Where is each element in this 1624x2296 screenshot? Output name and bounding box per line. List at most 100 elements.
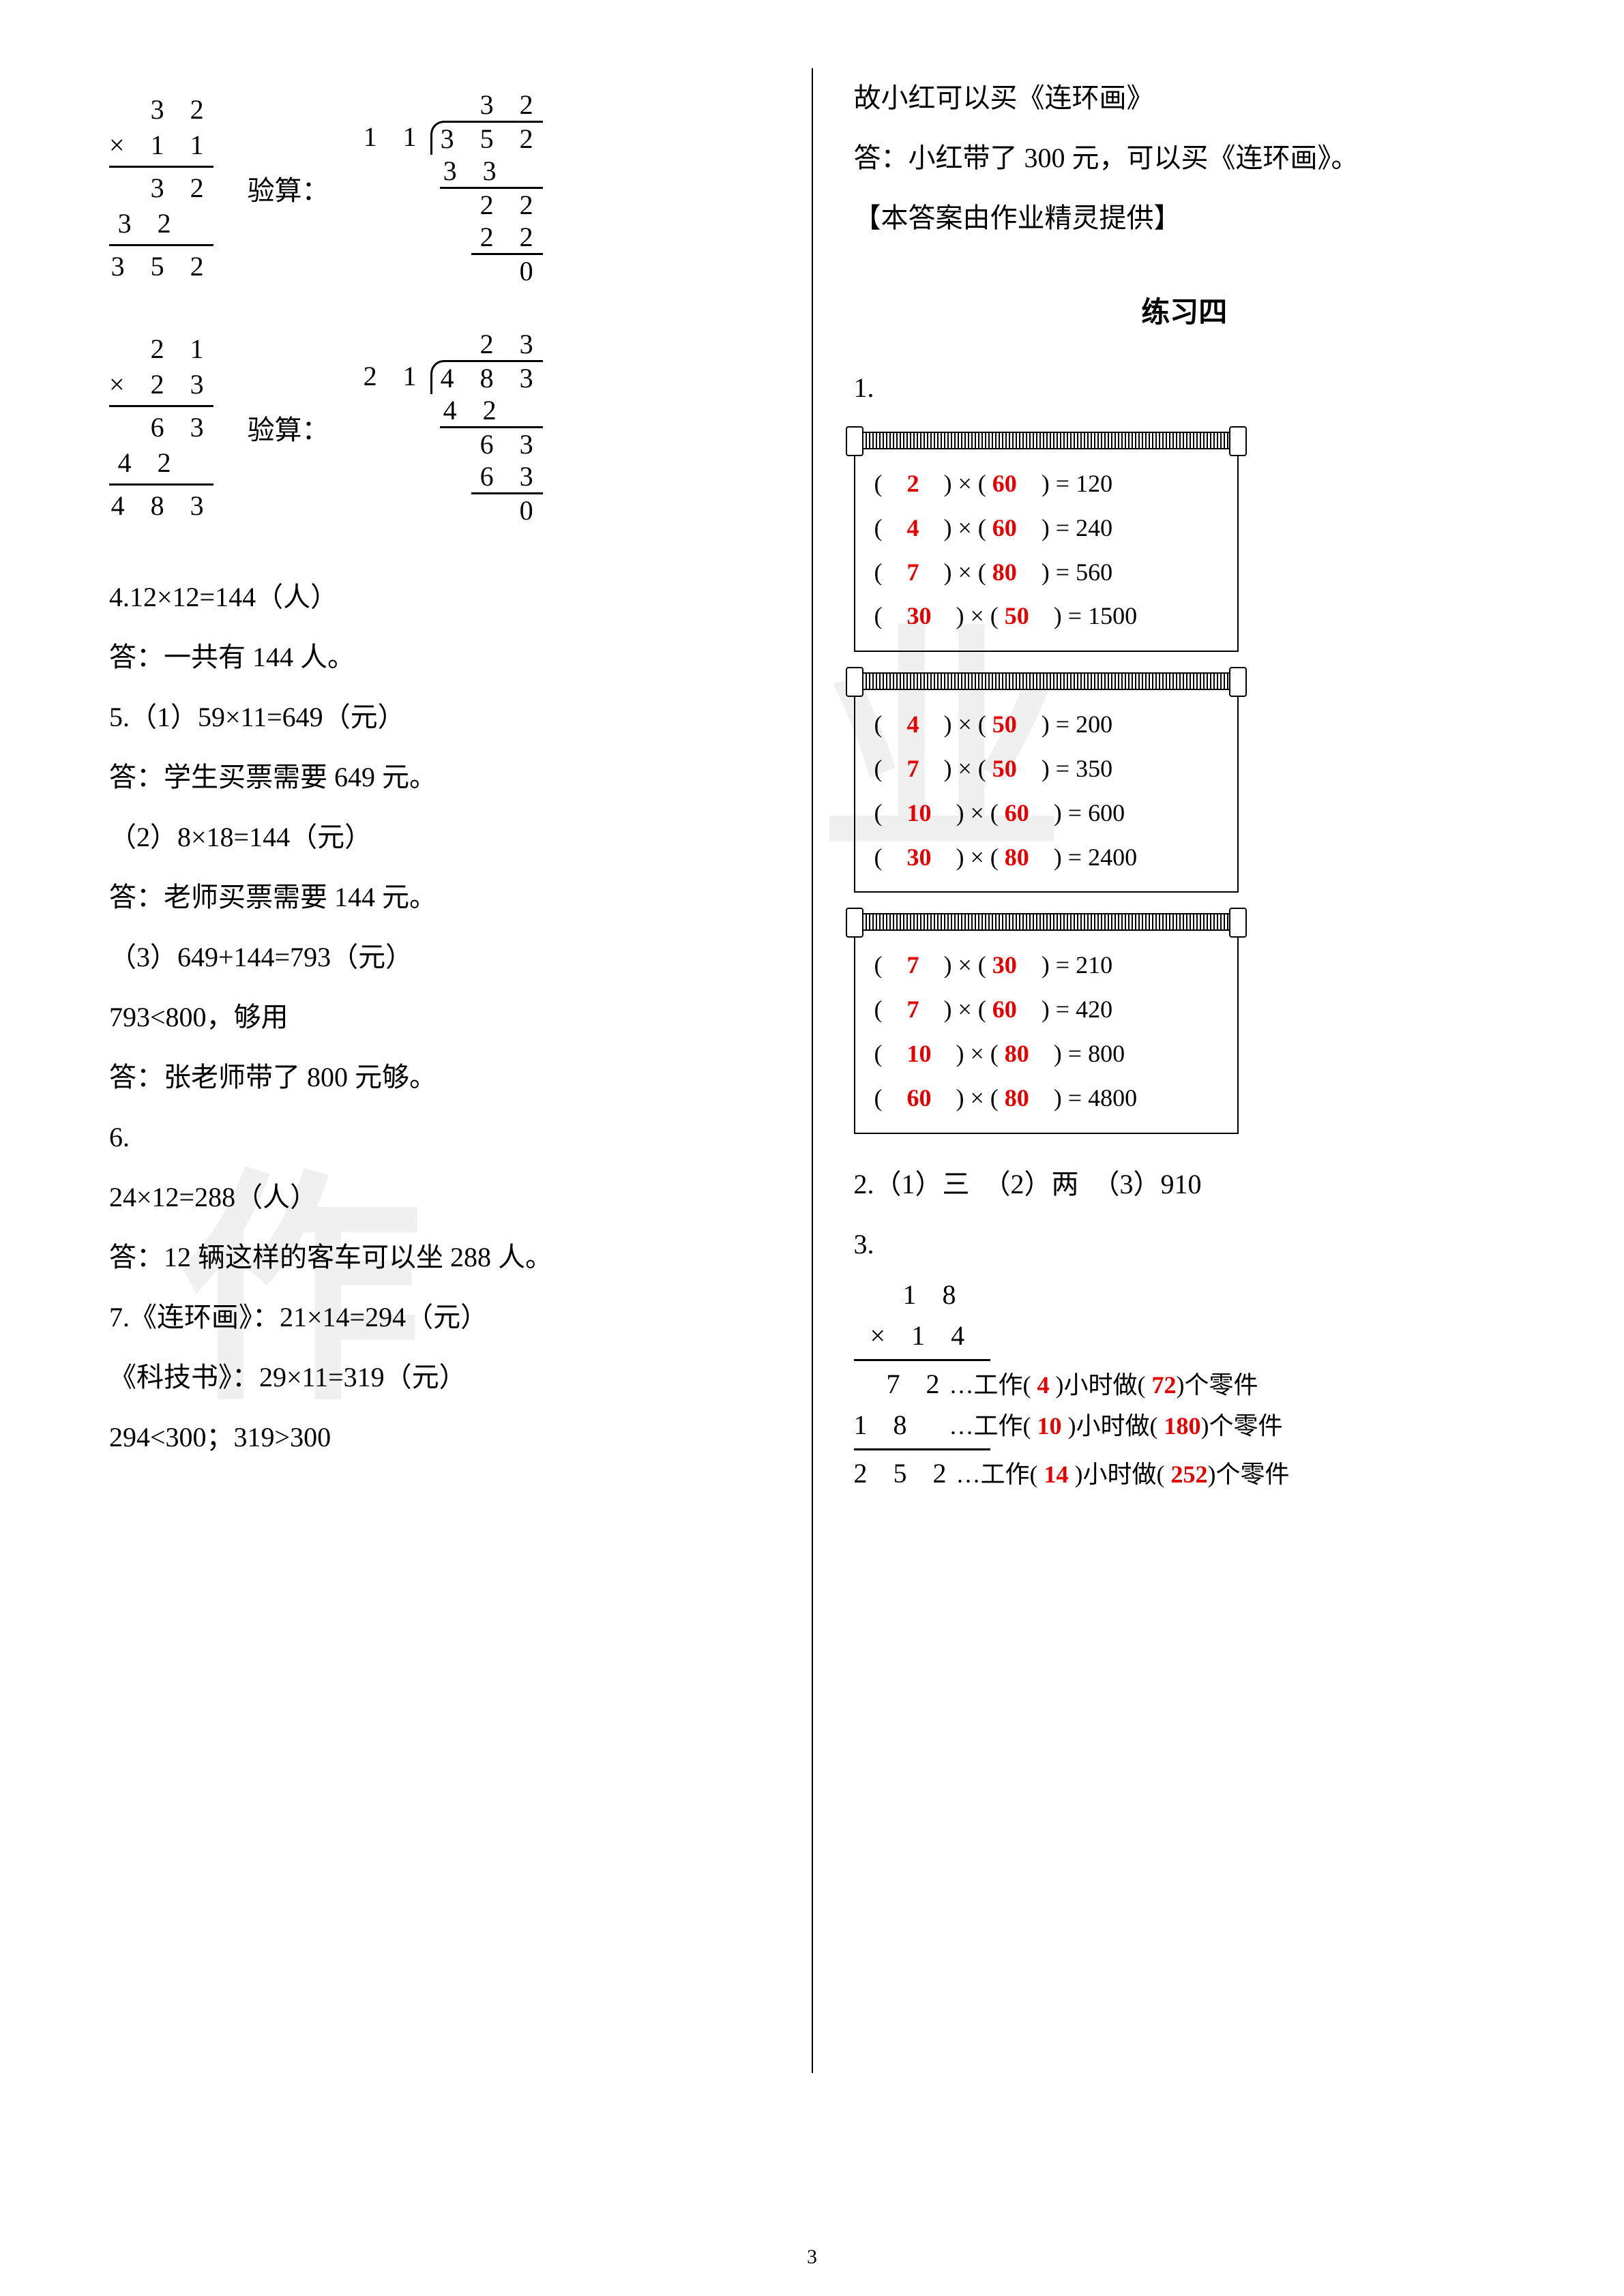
verify-label-1: 验算： [248, 168, 329, 208]
left-line-8: 答：张老师带了 800 元够。 [109, 1047, 771, 1107]
mult1-p2: 3 2 [118, 208, 181, 239]
q3-result-row: 1 8 …工作( 10 )小时做( 180)个零件 [854, 1405, 1516, 1446]
scroll-val-r: 560 [1076, 558, 1112, 586]
left-line-3: 答：学生买票需要 649 元。 [109, 747, 771, 807]
left-line-1: 答：一共有 144 人。 [109, 627, 771, 687]
q3-hours: 14 [1044, 1461, 1069, 1488]
scroll-row: ( 60 ) × ( 80 ) = 4800 [874, 1076, 1218, 1120]
mult1-a: 3 2 [151, 94, 213, 125]
ld2-dividend: 4 8 3 [430, 360, 543, 394]
mult2-b: 2 3 [151, 369, 213, 400]
ld1-s2: 2 2 [430, 221, 543, 253]
scroll-val-a: 10 [907, 799, 932, 826]
scroll-val-b: 60 [1005, 799, 1029, 826]
page: 3 2 × 1 1 3 2 3 2 3 5 2 验算： 3 2 1 1 3 5 … [0, 0, 1624, 2114]
scroll-val-b: 60 [992, 996, 1017, 1023]
section-title: 练习四 [854, 289, 1516, 331]
left-line-6: （3）649+144=793（元） [109, 927, 771, 987]
q3-pieces: 180 [1164, 1412, 1200, 1440]
q3-hours: 4 [1037, 1371, 1050, 1399]
scroll-row: ( 30 ) × ( 80 ) = 2400 [874, 835, 1218, 880]
q3-digits: 1 8 [854, 1410, 949, 1440]
multiplication-1: 3 2 × 1 1 3 2 3 2 3 5 2 [109, 92, 213, 284]
mult1-b: 1 1 [151, 130, 213, 160]
ld2-divisor: 2 1 [364, 360, 430, 392]
left-line-0: 4.12×12=144（人） [109, 567, 771, 627]
longdiv-2: 2 3 2 1 4 8 3 4 2 6 3 6 3 0 [364, 328, 543, 526]
left-line-2: 5.（1）59×11=649（元） [109, 687, 771, 747]
q3-digits: 2 5 2 [854, 1458, 956, 1489]
mult2-p2: 4 2 [118, 447, 181, 478]
ld2-s2: 6 3 [430, 460, 543, 492]
ld1-divisor: 1 1 [364, 121, 430, 153]
scroll-val-a: 60 [907, 1084, 932, 1112]
calc-block-1: 3 2 × 1 1 3 2 3 2 3 5 2 验算： 3 2 1 1 3 5 … [109, 89, 771, 287]
scroll-val-r: 420 [1076, 996, 1112, 1023]
q3-result-row: 7 2…工作( 4 )小时做( 72)个零件 [854, 1364, 1516, 1405]
mult1-p1: 3 2 [151, 173, 213, 203]
scroll-val-r: 1500 [1088, 602, 1137, 629]
multiplication-2: 2 1 × 2 3 6 3 4 2 4 8 3 [109, 331, 213, 524]
scroll-row: ( 4 ) × ( 60 ) = 240 [874, 506, 1218, 550]
mult2-a: 2 1 [151, 333, 213, 364]
scroll-ornament-icon [855, 433, 1237, 449]
right-top-0: 故小红可以买《连环画》 [854, 68, 1516, 128]
q3-a: 1 8 [903, 1279, 966, 1310]
right-column: 故小红可以买《连环画》 答：小红带了 300 元，可以买《连环画》。 【本答案由… [813, 68, 1543, 2073]
scroll-val-b: 60 [992, 514, 1017, 541]
q3-label: 3. [854, 1214, 1516, 1274]
q3-pieces: 72 [1151, 1371, 1176, 1399]
scroll-val-a: 7 [907, 558, 919, 586]
scroll-row: ( 2 ) × ( 60 ) = 120 [874, 462, 1218, 506]
scroll-val-b: 50 [992, 711, 1017, 738]
scroll-row: ( 10 ) × ( 60 ) = 600 [874, 791, 1218, 835]
scroll-val-a: 4 [907, 711, 919, 738]
scroll-val-r: 350 [1076, 755, 1112, 782]
scroll-val-r: 120 [1076, 470, 1112, 497]
scroll-val-b: 50 [1005, 602, 1029, 629]
mult1-res: 3 5 2 [111, 251, 213, 282]
ld2-r2: 0 [430, 494, 543, 526]
q3-hours: 10 [1037, 1412, 1062, 1440]
scroll-row: ( 7 ) × ( 80 ) = 560 [874, 550, 1218, 595]
q2-line: 2.（1）三 （2）两 （3）910 [854, 1154, 1516, 1214]
ld2-r1: 6 3 [430, 428, 543, 460]
scroll-box-2: ( 4 ) × ( 50 ) = 200( 7 ) × ( 50 ) = 350… [854, 672, 1239, 893]
scroll-val-b: 50 [992, 755, 1017, 782]
left-line-10: 24×12=288（人） [109, 1167, 771, 1227]
scroll-val-r: 2400 [1088, 844, 1137, 871]
right-top-2: 【本答案由作业精灵提供】 [854, 188, 1516, 248]
mult2-res: 4 8 3 [111, 490, 213, 521]
scroll-val-a: 7 [907, 996, 919, 1023]
scroll-val-r: 210 [1076, 951, 1112, 979]
scroll-row: ( 30 ) × ( 50 ) = 1500 [874, 594, 1218, 638]
scroll-row: ( 7 ) × ( 30 ) = 210 [874, 943, 1218, 987]
left-column: 3 2 × 1 1 3 2 3 2 3 5 2 验算： 3 2 1 1 3 5 … [82, 68, 813, 2073]
q1-label: 1. [854, 358, 1516, 418]
scroll-val-r: 240 [1076, 514, 1112, 541]
ld2-quot: 2 3 [364, 328, 543, 360]
q3-annotation: …工作( 4 )小时做( 72)个零件 [949, 1371, 1258, 1399]
q3-pieces: 252 [1170, 1461, 1207, 1488]
ld1-r2: 0 [430, 255, 543, 287]
q3-multiplication: 1 8 × 1 4 7 2…工作( 4 )小时做( 72)个零件1 8 …工作(… [854, 1274, 1516, 1494]
scroll-val-a: 2 [907, 470, 919, 497]
left-line-5: 答：老师买票需要 144 元。 [109, 867, 771, 927]
scroll-row: ( 7 ) × ( 50 ) = 350 [874, 747, 1218, 791]
scroll-val-r: 200 [1076, 711, 1112, 738]
ld1-quot: 3 2 [364, 89, 543, 121]
left-line-4: （2）8×18=144（元） [109, 807, 771, 867]
scroll-val-a: 30 [907, 844, 932, 871]
q3-digits: 7 2 [854, 1369, 949, 1399]
left-line-14: 294<300；319>300 [109, 1407, 771, 1467]
ld1-dividend: 3 5 2 [430, 121, 543, 155]
q3-rule [854, 1448, 990, 1450]
scroll-val-b: 30 [992, 951, 1017, 979]
ld2-s1: 4 2 [430, 394, 543, 426]
scroll-row: ( 10 ) × ( 80 ) = 800 [874, 1032, 1218, 1076]
right-top-1: 答：小红带了 300 元，可以买《连环画》。 [854, 128, 1516, 188]
scroll-val-a: 30 [907, 602, 932, 629]
scroll-val-r: 800 [1088, 1040, 1125, 1067]
page-number: 3 [807, 2246, 817, 2269]
verify-label-2: 验算： [248, 408, 329, 447]
